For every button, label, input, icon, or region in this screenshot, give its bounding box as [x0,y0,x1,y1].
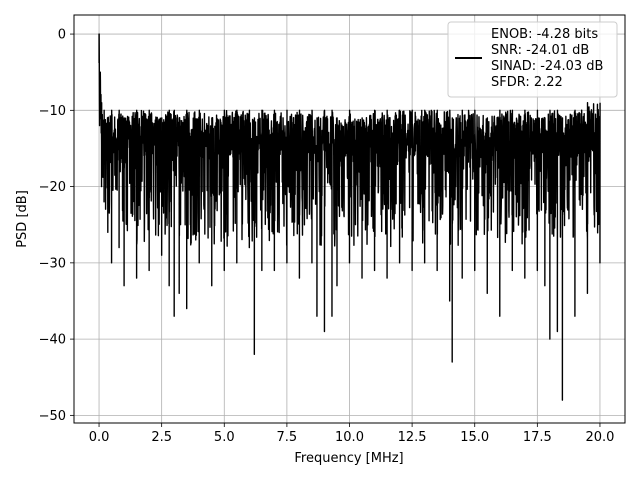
y-axis-label: PSD [dB] [15,190,30,248]
y-tick-label: −10 [39,104,66,119]
y-tick-label: 0 [58,28,66,43]
x-axis-label: Frequency [MHz] [294,451,403,466]
x-tick-label: 17.5 [523,430,552,445]
y-tick-label: −50 [39,409,66,424]
x-tick-label: 20.0 [585,430,614,445]
x-tick-label: 15.0 [460,430,489,445]
legend-box [447,21,618,98]
x-tick-label: 0.0 [89,430,110,445]
x-tick-label: 5.0 [214,430,235,445]
y-tick-label: −30 [39,256,66,271]
x-tick-label: 7.5 [277,430,298,445]
x-tick-label: 12.5 [398,430,427,445]
psd-series-line [98,33,601,401]
legend: ENOB: -4.28 bits SNR: -24.01 dB SINAD: -… [447,21,618,98]
legend-sfdr: SFDR: 2.22 [491,75,563,90]
legend-snr: SNR: -24.01 dB [491,43,589,58]
y-axis-ticks: 0 −10 −20 −30 −40 −50 [39,28,74,424]
x-axis-ticks: 0.0 2.5 5.0 7.5 10.0 12.5 15.0 17.5 20.0 [89,423,614,445]
x-tick-label: 2.5 [151,430,172,445]
legend-sinad: SINAD: -24.03 dB [491,59,603,74]
legend-enob: ENOB: -4.28 bits [491,27,598,42]
x-tick-label: 10.0 [335,430,364,445]
y-tick-label: −20 [39,180,66,195]
plot-area [98,33,601,401]
y-tick-label: −40 [39,333,66,348]
